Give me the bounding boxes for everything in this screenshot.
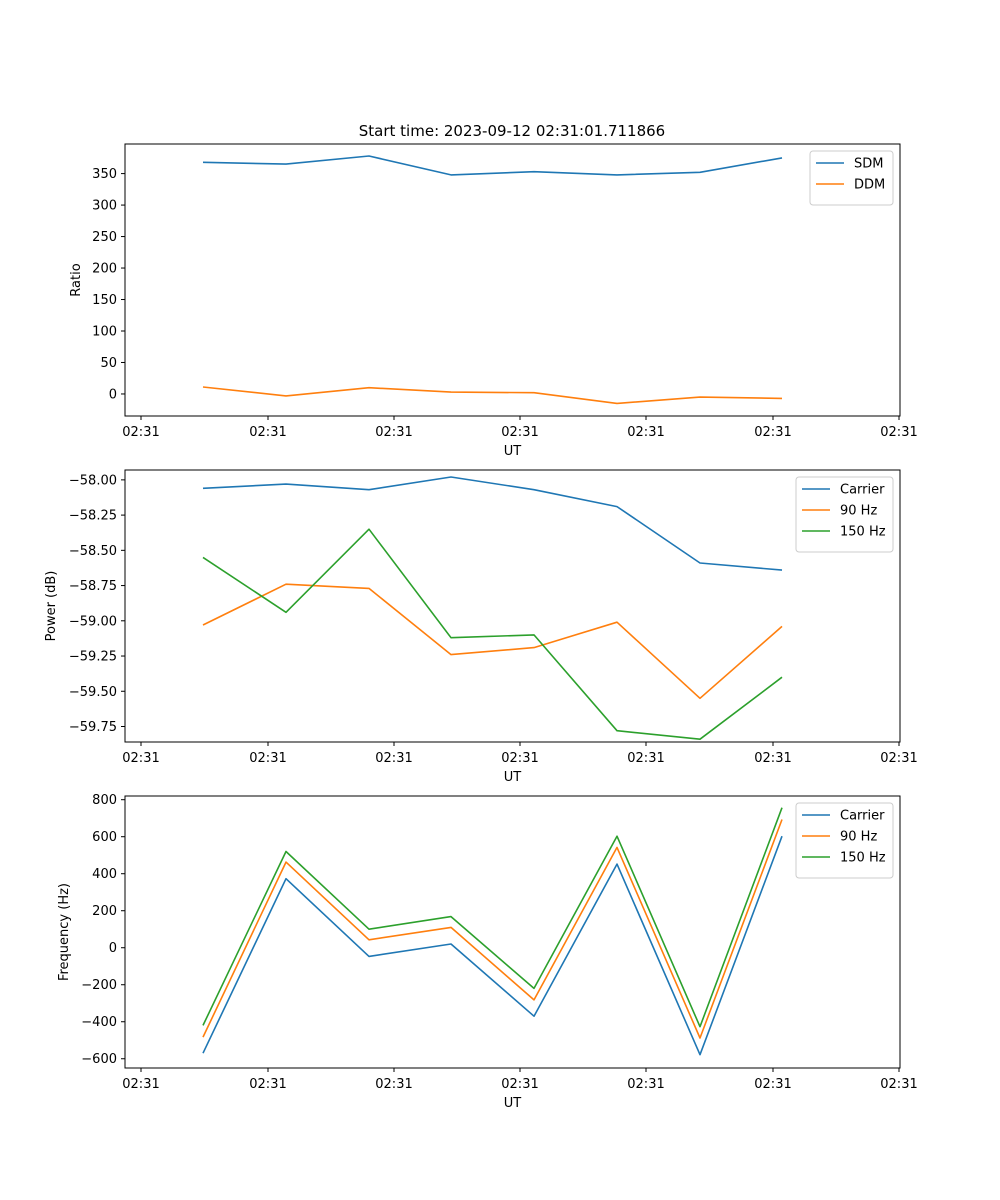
series-line-ddm — [202, 386, 783, 405]
figure-title: Start time: 2023-09-12 02:31:01.711866 — [359, 122, 665, 140]
y-axis-label: Power (dB) — [44, 571, 59, 642]
y-tick-label: −58.50 — [69, 544, 117, 559]
y-tick-label: −200 — [81, 978, 117, 993]
x-tick-label: 02:31 — [627, 751, 664, 766]
x-tick-label: 02:31 — [501, 751, 538, 766]
y-tick-label: 400 — [92, 867, 117, 882]
x-tick-label: 02:31 — [754, 751, 791, 766]
x-tick-label: 02:31 — [880, 1077, 917, 1092]
x-tick-label: 02:31 — [375, 751, 412, 766]
y-tick-label: 100 — [92, 325, 117, 340]
series-line-150-hz — [202, 528, 783, 741]
series-line-carrier — [202, 476, 783, 571]
x-tick-label: 02:31 — [627, 425, 664, 440]
x-tick-label: 02:31 — [627, 1077, 664, 1092]
y-tick-label: 200 — [92, 262, 117, 277]
x-tick-label: 02:31 — [249, 1077, 286, 1092]
x-tick-label: 02:31 — [122, 1077, 159, 1092]
legend-box — [795, 802, 894, 879]
y-tick-label: 350 — [92, 167, 117, 182]
x-axis-label: UT — [504, 444, 522, 459]
y-axis-label: Ratio — [69, 263, 84, 296]
legend-box — [795, 476, 894, 553]
y-tick-label: 800 — [92, 793, 117, 808]
y-tick-label: −59.50 — [69, 685, 117, 700]
y-tick-label: −58.25 — [69, 509, 117, 524]
legend-entry: Carrier — [840, 483, 885, 498]
x-tick-label: 02:31 — [501, 1077, 538, 1092]
legend-entry: 90 Hz — [840, 830, 877, 845]
x-tick-label: 02:31 — [122, 425, 159, 440]
x-tick-label: 02:31 — [375, 1077, 412, 1092]
y-tick-label: 50 — [100, 356, 117, 371]
legend-entry: 150 Hz — [840, 525, 886, 540]
y-tick-label: −59.75 — [69, 720, 117, 735]
series-line-90-hz — [202, 819, 783, 1039]
x-tick-label: 02:31 — [880, 425, 917, 440]
x-tick-label: 02:31 — [754, 1077, 791, 1092]
x-axis-label: UT — [504, 1096, 522, 1111]
y-tick-label: 600 — [92, 830, 117, 845]
x-tick-label: 02:31 — [501, 425, 538, 440]
x-tick-label: 02:31 — [754, 425, 791, 440]
y-tick-label: −58.00 — [69, 473, 117, 488]
x-tick-label: 02:31 — [880, 751, 917, 766]
series-line-carrier — [202, 835, 783, 1056]
subplot-power: −59.75 −59.50 −59.25 −59.00 −58.75 −58.50 −58.… — [44, 469, 918, 785]
axes-frame — [124, 795, 901, 1069]
y-tick-label: 0 — [109, 387, 117, 402]
y-tick-label: −59.00 — [69, 614, 117, 629]
y-tick-label: −59.25 — [69, 650, 117, 665]
y-tick-label: −400 — [81, 1015, 117, 1030]
subplot-ratio: 0 50 100 150 200 250 300 350 02:31 02:31 02:31 02:3… — [69, 143, 918, 459]
legend-entry: 90 Hz — [840, 504, 877, 519]
y-tick-label: −600 — [81, 1052, 117, 1067]
legend-entry: 150 Hz — [840, 851, 886, 866]
x-tick-label: 02:31 — [249, 751, 286, 766]
y-tick-label: 150 — [92, 293, 117, 308]
series-line-150-hz — [202, 807, 783, 1028]
x-axis-label: UT — [504, 770, 522, 785]
legend-entry: DDM — [854, 178, 885, 193]
y-axis-label: Frequency (Hz) — [57, 883, 72, 981]
x-tick-label: 02:31 — [249, 425, 286, 440]
series-line-sdm — [202, 155, 783, 176]
x-tick-label: 02:31 — [122, 751, 159, 766]
y-tick-label: 250 — [92, 230, 117, 245]
y-tick-label: 200 — [92, 904, 117, 919]
x-tick-label: 02:31 — [375, 425, 412, 440]
series-line-90-hz — [202, 583, 783, 700]
legend-entry: Carrier — [840, 809, 885, 824]
axes-frame — [124, 469, 901, 743]
legend-box — [809, 150, 894, 206]
legend-entry: SDM — [854, 157, 883, 172]
y-tick-label: −58.75 — [69, 579, 117, 594]
y-tick-label: 0 — [109, 941, 117, 956]
y-tick-label: 300 — [92, 199, 117, 214]
subplot-frequency: −600 −400 −200 0 200 400 600 800 02:31 02:31 02:31… — [57, 793, 918, 1111]
axes-frame — [124, 143, 901, 417]
